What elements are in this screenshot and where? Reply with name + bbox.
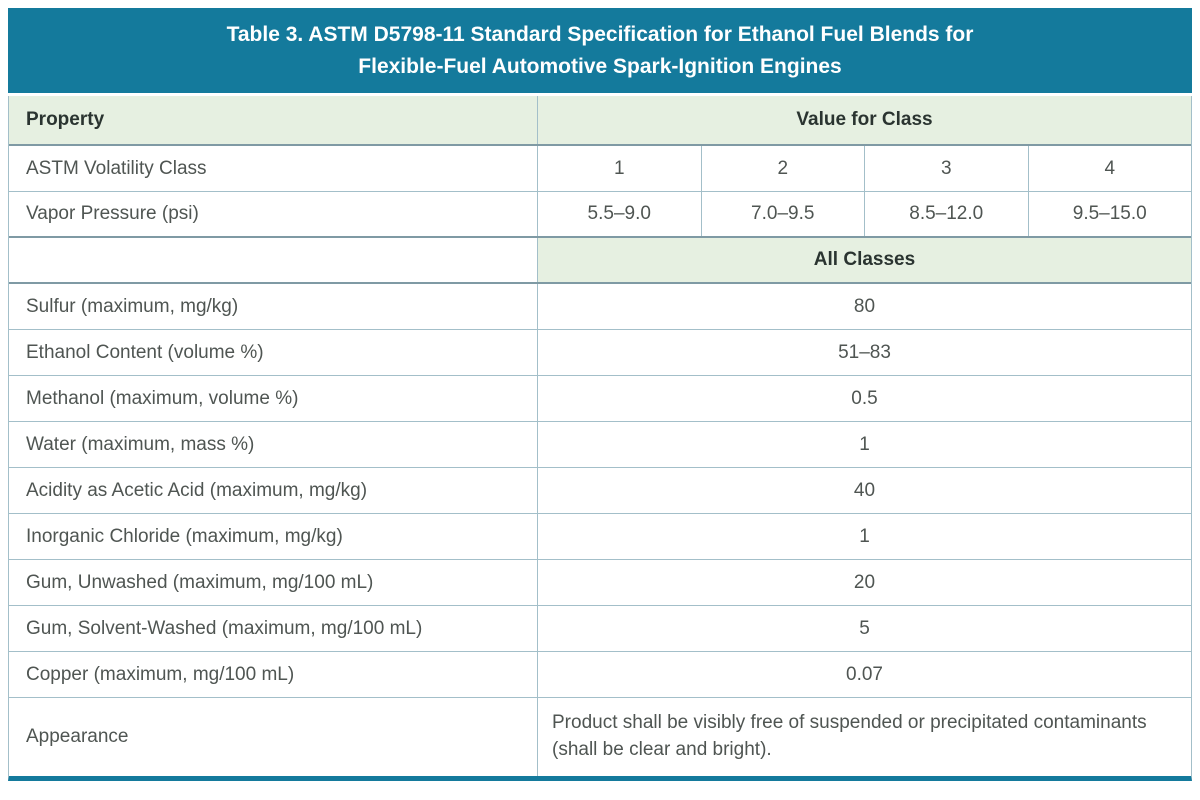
class-2-value: 2 — [700, 146, 865, 191]
class-2-value: 7.0–9.5 — [700, 192, 865, 236]
property-label: Gum, Unwashed (maximum, mg/100 mL) — [26, 571, 374, 593]
property-value: 20 — [537, 560, 1191, 605]
property-label: Inorganic Chloride (maximum, mg/kg) — [26, 525, 343, 547]
property-label: Water (maximum, mass %) — [26, 433, 255, 455]
class-values: 1 2 3 4 — [537, 146, 1191, 191]
table-row-methanol: Methanol (maximum, volume %) 0.5 — [9, 376, 1191, 422]
class-4-value: 9.5–15.0 — [1027, 192, 1192, 236]
property-value: 51–83 — [537, 330, 1191, 375]
property-value: 0.5 — [537, 376, 1191, 421]
table-row-inorganic-chloride: Inorganic Chloride (maximum, mg/kg) 1 — [9, 514, 1191, 560]
table-body: Property Value for Class ASTM Volatility… — [8, 96, 1192, 781]
table-row-volatility-class: ASTM Volatility Class 1 2 3 4 — [9, 146, 1191, 192]
class-4-value: 4 — [1027, 146, 1192, 191]
property-label: ASTM Volatility Class — [26, 157, 207, 179]
property-value: 5 — [537, 606, 1191, 651]
property-label: Appearance — [26, 726, 129, 747]
empty-cell — [9, 238, 537, 282]
property-value: 40 — [537, 468, 1191, 513]
table-row-acidity: Acidity as Acetic Acid (maximum, mg/kg) … — [9, 468, 1191, 514]
property-value: 1 — [537, 514, 1191, 559]
class-3-value: 8.5–12.0 — [864, 192, 1028, 236]
spec-table: Table 3. ASTM D5798-11 Standard Specific… — [8, 8, 1192, 781]
property-value: Product shall be visibly free of suspend… — [537, 698, 1191, 776]
property-label: Vapor Pressure (psi) — [26, 203, 199, 224]
table-row-water: Water (maximum, mass %) 1 — [9, 422, 1191, 468]
property-label: Methanol (maximum, volume %) — [26, 387, 299, 409]
table-row-appearance: Appearance Product shall be visibly free… — [9, 698, 1191, 776]
property-label: Ethanol Content (volume %) — [26, 341, 264, 363]
table-title-line1: Table 3. ASTM D5798-11 Standard Specific… — [226, 23, 974, 46]
property-value: 0.07 — [537, 652, 1191, 697]
all-classes-header-row: All Classes — [9, 238, 1191, 284]
all-classes-header: All Classes — [537, 238, 1191, 282]
class-3-value: 3 — [864, 146, 1028, 191]
table-row-copper: Copper (maximum, mg/100 mL) 0.07 — [9, 652, 1191, 698]
property-label: Acidity as Acetic Acid (maximum, mg/kg) — [26, 479, 368, 501]
property-value: 80 — [537, 284, 1191, 329]
class-1-value: 5.5–9.0 — [587, 203, 651, 224]
table-row-vapor-pressure: Vapor Pressure (psi) 5.5–9.0 7.0–9.5 8.5… — [9, 192, 1191, 238]
table-row-gum-solvent-washed: Gum, Solvent-Washed (maximum, mg/100 mL)… — [9, 606, 1191, 652]
column-header-row: Property Value for Class — [9, 96, 1191, 146]
table-title-line2: Flexible-Fuel Automotive Spark-Ignition … — [358, 54, 842, 78]
class-values: 5.5–9.0 7.0–9.5 8.5–12.0 9.5–15.0 — [537, 192, 1191, 236]
table-title-banner: Table 3. ASTM D5798-11 Standard Specific… — [8, 8, 1192, 96]
class-1-value: 1 — [613, 157, 625, 179]
table-row-sulfur: Sulfur (maximum, mg/kg) 80 — [9, 284, 1191, 330]
property-column-header: Property — [9, 96, 537, 144]
property-label: Copper (maximum, mg/100 mL) — [26, 663, 295, 685]
property-label: Sulfur (maximum, mg/kg) — [26, 295, 239, 317]
table-row-ethanol-content: Ethanol Content (volume %) 51–83 — [9, 330, 1191, 376]
property-label: Gum, Solvent-Washed (maximum, mg/100 mL) — [26, 617, 423, 639]
table-row-gum-unwashed: Gum, Unwashed (maximum, mg/100 mL) 20 — [9, 560, 1191, 606]
value-for-class-header: Value for Class — [537, 96, 1191, 144]
property-value: 1 — [537, 422, 1191, 467]
